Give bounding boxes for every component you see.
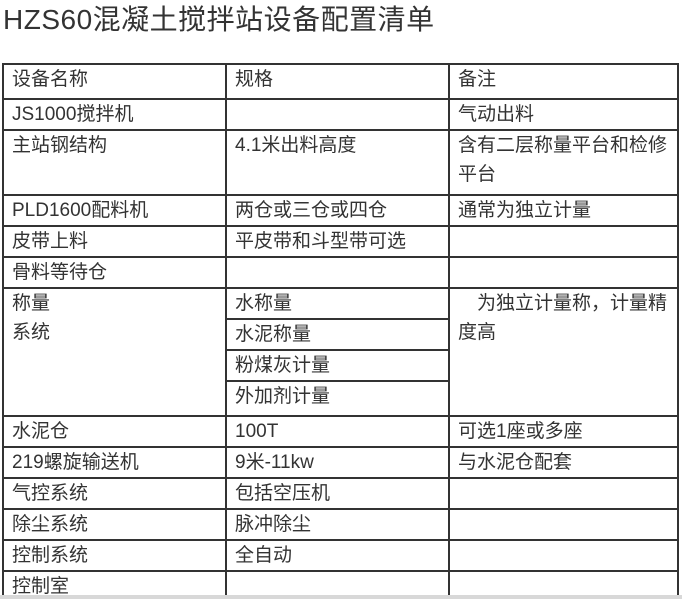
note-cell: 可选1座或多座 <box>448 415 679 448</box>
table-row: 气控系统 包括空压机 <box>2 477 679 510</box>
equipment-name-cell: JS1000搅拌机 <box>2 98 227 131</box>
column-header-spec: 规格 <box>225 63 450 100</box>
equipment-name-cell: 219螺旋输送机 <box>2 446 227 479</box>
table-row: 皮带上料 平皮带和斗型带可选 <box>2 225 679 258</box>
table-row: PLD1600配料机 两仓或三仓或四仓 通常为独立计量 <box>2 194 679 227</box>
equipment-name-cell: PLD1600配料机 <box>2 194 227 227</box>
table-row: 水泥仓 100T 可选1座或多座 <box>2 415 679 448</box>
table-row-weighing: 水泥称量 <box>3 318 678 351</box>
table-row-weighing: 外加剂计量 <box>3 380 678 417</box>
spec-cell: 外加剂计量 <box>225 380 450 417</box>
bottom-gray-strip <box>0 595 682 599</box>
equipment-name-cell: 称量 系统 <box>2 287 227 417</box>
spec-cell <box>225 98 450 131</box>
column-header-name: 设备名称 <box>2 63 227 100</box>
table-row: 219螺旋输送机 9米-11kw 与水泥仓配套 <box>2 446 679 479</box>
table-row: 骨料等待仓 <box>2 256 679 289</box>
note-cell: 与水泥仓配套 <box>448 446 679 479</box>
table-row: 除尘系统 脉冲除尘 <box>2 508 679 541</box>
spec-cell: 粉煤灰计量 <box>225 349 450 382</box>
note-cell <box>448 508 679 541</box>
page-title: HZS60混凝土搅拌站设备配置清单 <box>3 4 435 35</box>
equipment-name-cell: 骨料等待仓 <box>2 256 227 289</box>
spec-cell: 100T <box>225 415 450 448</box>
spec-cell: 水称量 <box>225 287 450 320</box>
equipment-name-cell: 除尘系统 <box>2 508 227 541</box>
table-row: JS1000搅拌机 气动出料 <box>2 98 679 131</box>
spec-cell: 4.1米出料高度 <box>225 129 450 196</box>
table-row: 控制室 <box>2 570 679 599</box>
spec-cell: 9米-11kw <box>225 446 450 479</box>
note-cell <box>448 539 679 572</box>
spec-cell: 脉冲除尘 <box>225 508 450 541</box>
column-header-note: 备注 <box>448 63 679 100</box>
table-row: 主站钢结构 4.1米出料高度 含有二层称量平台和检修平台 <box>2 129 679 196</box>
note-cell: 气动出料 <box>448 98 679 131</box>
spec-cell: 水泥称量 <box>225 318 450 351</box>
equipment-name-cell: 水泥仓 <box>2 415 227 448</box>
note-cell: 含有二层称量平台和检修平台 <box>448 129 679 196</box>
note-cell <box>448 256 679 289</box>
table-header-row: 设备名称 规格 备注 <box>2 63 679 100</box>
equipment-name-cell: 气控系统 <box>2 477 227 510</box>
note-cell <box>448 477 679 510</box>
equipment-table: 设备名称 规格 备注 JS1000搅拌机 气动出料 主站钢结构 4.1米出料高度… <box>2 63 679 599</box>
spec-cell: 平皮带和斗型带可选 <box>225 225 450 258</box>
table-row-weighing: 粉煤灰计量 <box>3 349 678 382</box>
equipment-name-cell: 皮带上料 <box>2 225 227 258</box>
note-cell <box>448 570 679 599</box>
equipment-name-cell: 控制系统 <box>2 539 227 572</box>
spec-cell: 包括空压机 <box>225 477 450 510</box>
note-cell <box>448 225 679 258</box>
spec-cell: 两仓或三仓或四仓 <box>225 194 450 227</box>
note-cell: 为独立计量称，计量精度高 <box>448 287 679 417</box>
spec-cell <box>225 256 450 289</box>
table-row-weighing: 称量 系统 水称量 为独立计量称，计量精度高 <box>2 287 679 417</box>
equipment-name-cell: 主站钢结构 <box>2 129 227 196</box>
table-row: 控制系统 全自动 <box>2 539 679 572</box>
spec-cell: 全自动 <box>225 539 450 572</box>
spec-cell <box>225 570 450 599</box>
equipment-name-cell: 控制室 <box>2 570 227 599</box>
note-cell: 通常为独立计量 <box>448 194 679 227</box>
